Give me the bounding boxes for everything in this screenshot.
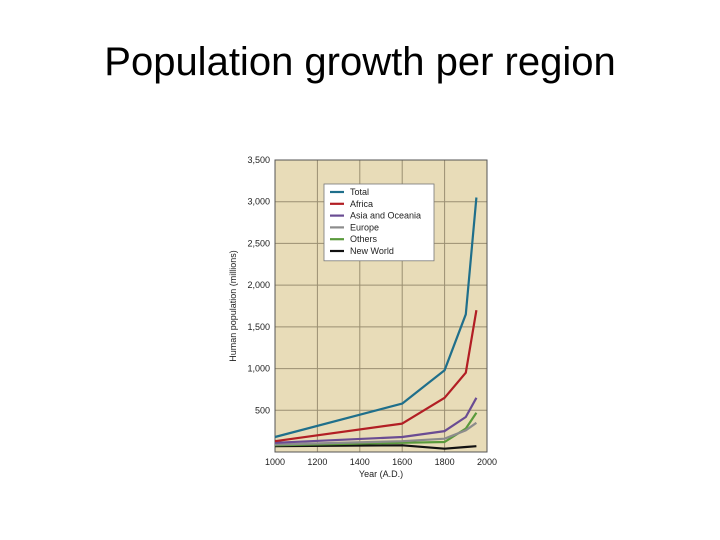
x-tick-label-0: 1000 bbox=[265, 457, 285, 467]
slide-title: Population growth per region bbox=[104, 40, 616, 84]
x-tick-label-3: 1600 bbox=[392, 457, 412, 467]
y-tick-label-4: 2,500 bbox=[247, 238, 270, 248]
y-axis-label: Human population (millions) bbox=[228, 250, 238, 362]
x-tick-label-4: 1800 bbox=[435, 457, 455, 467]
series-line-total bbox=[274, 197, 478, 439]
y-tick-label-3: 2,000 bbox=[247, 280, 270, 290]
legend-label-2: Asia and Oceania bbox=[350, 211, 421, 221]
legend-label-1: Africa bbox=[350, 199, 373, 209]
y-tick-label-5: 3,000 bbox=[247, 197, 270, 207]
series-line-new-world bbox=[274, 444, 477, 450]
series-line-africa bbox=[274, 310, 478, 443]
series-line-others bbox=[274, 412, 478, 447]
legend-box bbox=[323, 183, 435, 262]
plot-frame bbox=[274, 159, 488, 453]
x-tick-label-1: 1200 bbox=[307, 457, 327, 467]
legend-label-4: Others bbox=[350, 234, 378, 244]
y-tick-label-6: 3,500 bbox=[247, 155, 270, 165]
legend-label-5: New World bbox=[350, 246, 394, 256]
y-tick-label-0: 500 bbox=[255, 405, 270, 415]
x-tick-label-5: 2000 bbox=[477, 457, 497, 467]
y-tick-label-1: 1,000 bbox=[247, 364, 270, 374]
legend-label-3: Europe bbox=[350, 222, 379, 232]
x-axis-label: Year (A.D.) bbox=[359, 469, 403, 479]
legend-label-0: Total bbox=[350, 187, 369, 197]
x-tick-label-2: 1400 bbox=[350, 457, 370, 467]
series-line-europe bbox=[274, 421, 478, 446]
series-line-asia-and-oceania bbox=[274, 397, 478, 444]
y-tick-label-2: 1,500 bbox=[247, 322, 270, 332]
